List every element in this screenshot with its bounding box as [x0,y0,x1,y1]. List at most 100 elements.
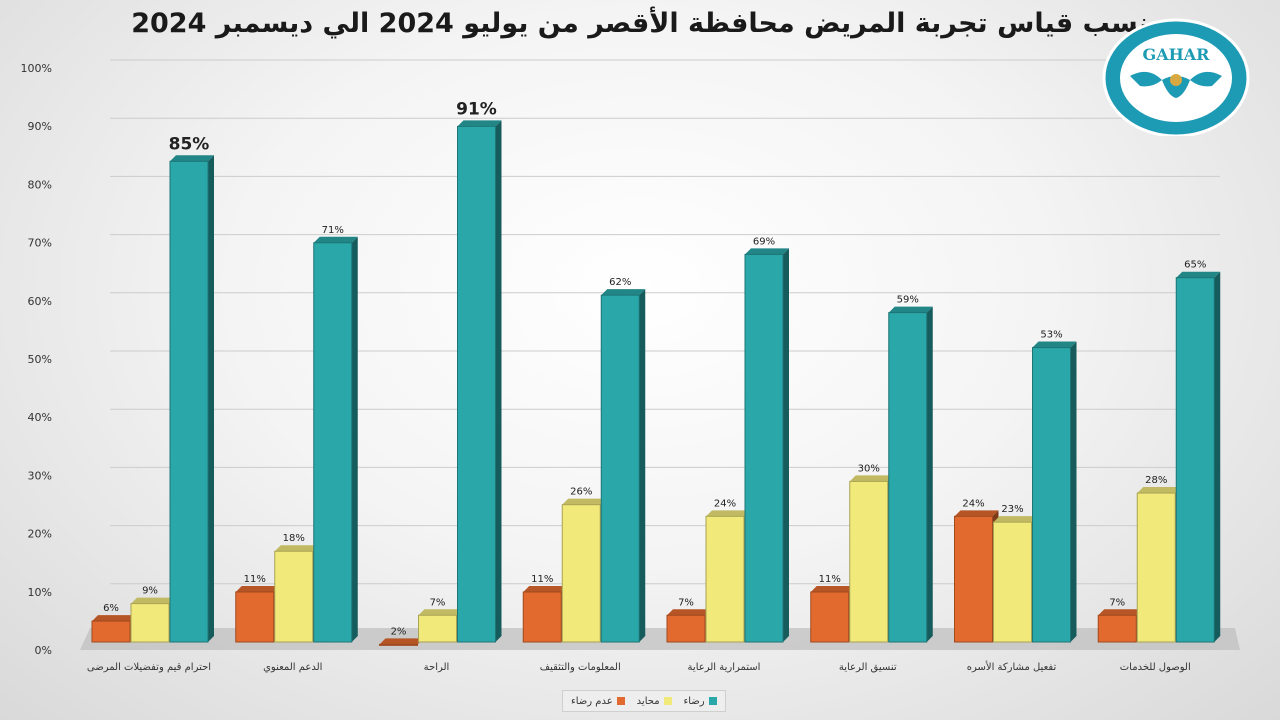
bar-top-satisfied [1032,341,1077,348]
bar-top-unsatisfied [667,609,711,616]
chart-title: نسب قياس تجربة المريض محافظة الأقصر من ي… [131,8,1149,39]
legend-label-unsatisfied: عدم رضاء [571,695,613,707]
legend-swatch-unsatisfied [616,697,625,705]
data-label: 65% [1184,260,1206,271]
bar-satisfied [169,160,209,643]
y-tick-label: 20% [28,528,52,541]
y-tick-label: 10% [28,586,52,599]
x-tick-label: الراحة [424,662,450,673]
bar-side-satisfied [1214,271,1221,642]
bar-neutral [1136,492,1176,643]
bar-neutral [705,515,745,643]
data-label: 7% [1109,597,1125,608]
y-tick-label: 40% [28,411,52,424]
y-tick-label: 0% [35,644,52,657]
data-label: 28% [1145,475,1167,486]
bar-top-satisfied [313,236,358,243]
bar-unsatisfied [810,591,850,643]
bar-top-unsatisfied [1098,609,1143,616]
bar-top-neutral [562,498,607,505]
bar-unsatisfied [1097,614,1137,643]
bar-unsatisfied [235,591,275,643]
bar-unsatisfied [666,614,706,643]
legend-swatch-satisfied [708,697,717,705]
bar-top-neutral [418,609,463,616]
x-tick-label: الوصول للخدمات [1120,662,1191,673]
data-label: 7% [430,597,446,608]
data-label: 53% [1040,330,1062,341]
y-tick-label: 70% [28,237,52,250]
bar-top-neutral [274,545,319,552]
bar-side-satisfied [351,236,358,642]
bar-side-satisfied [926,306,933,642]
data-label: 30% [858,463,880,474]
y-tick-label: 60% [28,295,52,308]
bar-unsatisfied [954,515,993,643]
y-tick-label: 50% [28,353,52,366]
bar-top-satisfied [601,289,646,296]
data-label: 85% [169,134,210,154]
bar-top-neutral [849,475,894,482]
bar-side-satisfied [495,120,502,642]
bar-top-satisfied [888,306,933,313]
data-label: 2% [391,626,407,637]
data-label: 26% [570,487,592,498]
bar-satisfied [744,253,784,643]
bar-top-neutral [131,597,175,604]
bar-top-satisfied [1176,271,1221,278]
bar-top-satisfied [745,248,789,255]
data-label: 24% [714,498,736,509]
bar-top-satisfied [170,155,214,162]
y-tick-label: 100% [21,62,52,75]
bar-neutral [561,504,601,643]
legend-label-neutral: محايد [636,695,660,707]
bar-satisfied [1032,347,1071,643]
bar-top-unsatisfied [379,638,424,645]
legend: رضاء محايد عدم رضاء [562,690,726,712]
bar-satisfied [313,242,353,643]
legend-swatch-neutral [663,697,672,705]
data-label: 91% [456,99,497,119]
data-label: 69% [753,236,775,247]
bar-top-unsatisfied [235,585,280,592]
bar-neutral [130,603,170,643]
bar-neutral [274,550,314,643]
bar-side-satisfied [783,248,789,643]
legend-item-satisfied: رضاء [684,696,717,707]
y-tick-label: 30% [28,469,52,482]
data-label: 6% [103,603,119,614]
bar-unsatisfied [379,643,418,646]
data-label: 24% [962,498,984,509]
bar-side-satisfied [208,155,214,643]
bar-satisfied [600,294,640,643]
data-label: 23% [1001,504,1023,515]
logo-text: GAHAR [1143,45,1211,64]
x-tick-label: الدعم المعنوي [263,662,322,673]
bar-top-unsatisfied [810,585,855,592]
bar-neutral [418,614,457,643]
x-tick-label: المعلومات والتثقيف [540,662,621,673]
data-label: 11% [819,574,841,585]
legend-item-unsatisfied: عدم رضاء [571,696,625,707]
data-label: 62% [609,277,631,288]
bar-neutral [849,480,889,643]
data-label: 11% [531,574,553,585]
data-label: 7% [678,597,694,608]
data-label: 59% [897,295,919,306]
data-label: 18% [283,533,305,544]
x-tick-label: تفعيل مشاركة الأسره [967,660,1057,673]
chart-floor [80,628,1240,650]
bar-side-satisfied [639,289,646,642]
bar-top-neutral [993,516,1038,523]
bar-neutral [993,521,1032,643]
gahar-logo: GAHAR [1102,18,1250,136]
x-tick-label: استمرارية الرعاية [688,662,761,673]
y-tick-label: 90% [28,120,52,133]
y-tick-label: 80% [28,178,52,191]
bar-unsatisfied [91,620,131,643]
bar-satisfied [1175,277,1215,643]
bar-top-neutral [706,510,750,517]
bar-side-satisfied [1070,341,1077,642]
bar-top-neutral [1137,487,1182,494]
